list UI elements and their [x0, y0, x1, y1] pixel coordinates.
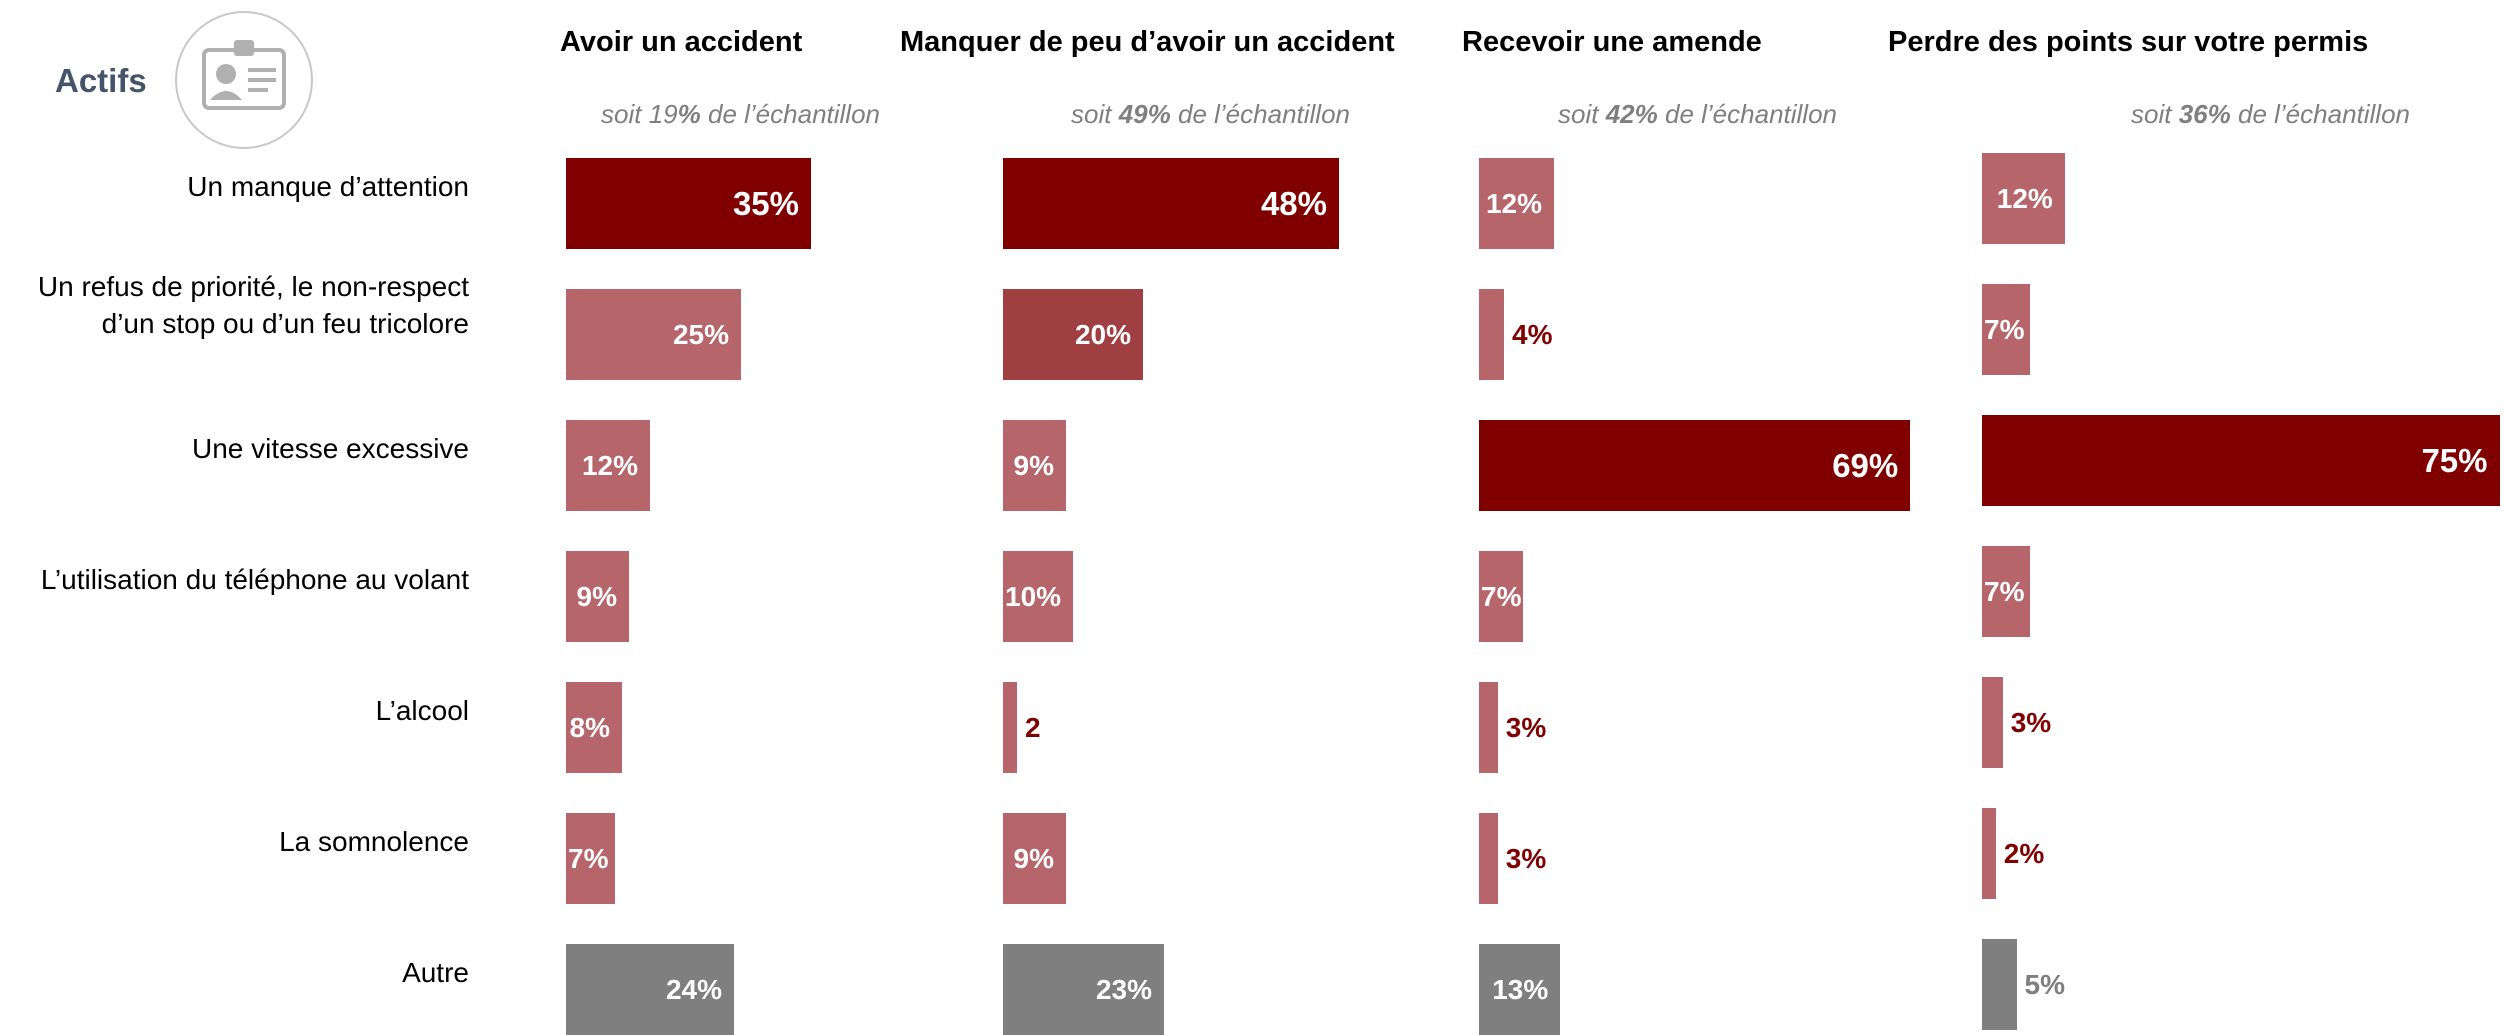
bar-value-label: 48% [1261, 189, 1327, 219]
bar-value-label: 7% [1481, 582, 1521, 612]
column-subtitle: soit 49% de l’échantillon [1071, 99, 1350, 130]
subtitle-suffix: de l’échantillon [2231, 99, 2410, 129]
bar-value-label: 9% [1014, 844, 1054, 874]
bar-value-label: 9% [1014, 451, 1054, 481]
bar-value-label: 2% [2004, 839, 2044, 869]
subtitle-prefix: soit [1558, 99, 1606, 129]
column-title: Recevoir une amende [1462, 26, 1762, 59]
category-label-line: La somnolence [0, 823, 469, 860]
subtitle-prefix: soit [1071, 99, 1119, 129]
segment-label: Actifs [55, 62, 147, 100]
bar-value-label: 4% [1512, 320, 1552, 350]
bar-value-label: 69% [1832, 451, 1898, 481]
bar-value-label: 7% [568, 844, 608, 874]
bar-value-label: 25% [673, 320, 729, 350]
bar-value-label: 5% [2025, 970, 2065, 1000]
category-label: Un manque d’attention [0, 168, 469, 205]
bar [1982, 808, 1996, 899]
bar-value-label: 12% [1486, 189, 1542, 219]
category-label: Autre [0, 954, 469, 991]
category-label-line: Autre [0, 954, 469, 991]
bar-value-label: 20% [1075, 320, 1131, 350]
column-title: Avoir un accident [560, 26, 802, 59]
bar [1982, 939, 2017, 1030]
category-label-line: d’un stop ou d’un feu tricolore [0, 305, 469, 342]
category-label: La somnolence [0, 823, 469, 860]
bar-value-label: 3% [1506, 713, 1546, 743]
category-label: Une vitesse excessive [0, 430, 469, 467]
bar-value-label: 3% [1506, 844, 1546, 874]
id-card-person-icon [174, 10, 314, 150]
bar-value-label: 7% [1984, 577, 2024, 607]
subtitle-suffix: de l’échantillon [1171, 99, 1350, 129]
bar-value-label: 13% [1492, 975, 1548, 1005]
bar-value-label: 10% [1005, 582, 1061, 612]
subtitle-percent: 49% [1119, 99, 1171, 129]
category-label-line: Une vitesse excessive [0, 430, 469, 467]
bar-value-label: 2 [1025, 713, 1041, 743]
bar-value-label: 35% [733, 189, 799, 219]
bar-value-label: 8% [570, 713, 610, 743]
subtitle-percent: 42% [1606, 99, 1658, 129]
bar-value-label: 12% [582, 451, 638, 481]
subtitle-suffix: de l’échantillon [701, 99, 880, 129]
bar-value-label: 9% [577, 582, 617, 612]
subtitle-percent: 36% [2179, 99, 2231, 129]
category-label: L’utilisation du téléphone au volant [0, 561, 469, 598]
category-label-line: L’alcool [0, 692, 469, 729]
bar [1003, 682, 1017, 773]
category-label-line: Un manque d’attention [0, 168, 469, 205]
subtitle-suffix: de l’échantillon [1658, 99, 1837, 129]
subtitle-percent: % [678, 99, 701, 129]
bar-value-label: 12% [1997, 184, 2053, 214]
category-label: Un refus de priorité, le non-respect d’un… [0, 268, 469, 342]
bar-value-label: 75% [2421, 446, 2487, 476]
column-subtitle: soit 42% de l’échantillon [1558, 99, 1837, 130]
bar-value-label: 24% [666, 975, 722, 1005]
bar [1982, 677, 2003, 768]
subtitle-prefix: soit [2131, 99, 2179, 129]
category-label: L’alcool [0, 692, 469, 729]
column-title: Manquer de peu d’avoir un accident [900, 26, 1395, 59]
column-subtitle: soit 19% de l’échantillon [601, 99, 880, 130]
bar [1479, 813, 1498, 904]
category-label-line: L’utilisation du téléphone au volant [0, 561, 469, 598]
column-title: Perdre des points sur votre permis [1888, 26, 2368, 59]
bar-value-label: 3% [2011, 708, 2051, 738]
bar [1479, 682, 1498, 773]
column-subtitle: soit 36% de l’échantillon [2131, 99, 2410, 130]
bar-value-label: 23% [1096, 975, 1152, 1005]
bar [1479, 289, 1504, 380]
bar-value-label: 7% [1984, 315, 2024, 345]
category-label-line: Un refus de priorité, le non-respect [0, 268, 469, 305]
subtitle-prefix: soit 19 [601, 99, 678, 129]
